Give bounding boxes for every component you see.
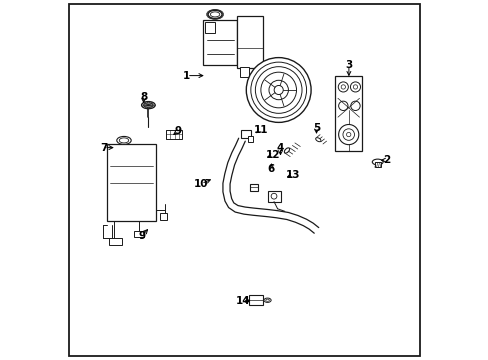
Circle shape: [246, 58, 310, 122]
Text: 3: 3: [345, 60, 352, 70]
Ellipse shape: [371, 159, 382, 165]
Ellipse shape: [284, 148, 289, 153]
Circle shape: [270, 193, 276, 199]
Bar: [241, 130, 250, 138]
Circle shape: [338, 125, 358, 145]
Bar: [204, 22, 215, 33]
Bar: [374, 162, 381, 167]
Ellipse shape: [119, 138, 128, 143]
Circle shape: [338, 82, 347, 92]
Text: 9: 9: [138, 231, 145, 241]
Bar: [239, 67, 248, 77]
Ellipse shape: [141, 102, 155, 109]
Bar: [237, 16, 262, 68]
Circle shape: [350, 101, 360, 111]
Circle shape: [342, 129, 354, 140]
Circle shape: [353, 85, 357, 89]
Text: 2: 2: [382, 155, 389, 165]
Text: 13: 13: [285, 170, 300, 180]
Ellipse shape: [210, 12, 219, 17]
Circle shape: [346, 132, 350, 137]
Text: 7: 7: [100, 143, 107, 153]
Text: 5: 5: [312, 123, 320, 133]
Circle shape: [255, 67, 302, 113]
Ellipse shape: [117, 136, 131, 144]
Bar: [109, 238, 122, 245]
Circle shape: [338, 101, 347, 111]
Bar: [247, 136, 253, 142]
Ellipse shape: [265, 299, 269, 301]
Bar: [107, 144, 155, 221]
Text: 6: 6: [267, 164, 275, 174]
Bar: [248, 295, 262, 305]
Text: 9: 9: [174, 126, 181, 136]
Text: 14: 14: [235, 296, 249, 306]
Ellipse shape: [315, 138, 320, 142]
Circle shape: [260, 72, 296, 108]
Text: 12: 12: [265, 150, 280, 160]
Text: 10: 10: [194, 179, 208, 189]
Ellipse shape: [264, 298, 270, 302]
Bar: [166, 130, 182, 139]
Circle shape: [250, 62, 306, 118]
Circle shape: [274, 85, 283, 95]
Bar: [249, 184, 258, 191]
Bar: [267, 191, 280, 202]
Bar: [335, 76, 362, 151]
Ellipse shape: [208, 10, 222, 18]
Text: 4: 4: [276, 143, 284, 153]
Text: 1: 1: [183, 71, 190, 81]
Text: 8: 8: [140, 92, 147, 102]
Circle shape: [268, 80, 288, 100]
Bar: [203, 20, 237, 65]
Bar: [160, 213, 167, 220]
Text: 11: 11: [253, 125, 267, 135]
Ellipse shape: [143, 103, 153, 108]
Circle shape: [341, 85, 345, 89]
Circle shape: [350, 82, 360, 92]
Bar: [133, 231, 144, 237]
